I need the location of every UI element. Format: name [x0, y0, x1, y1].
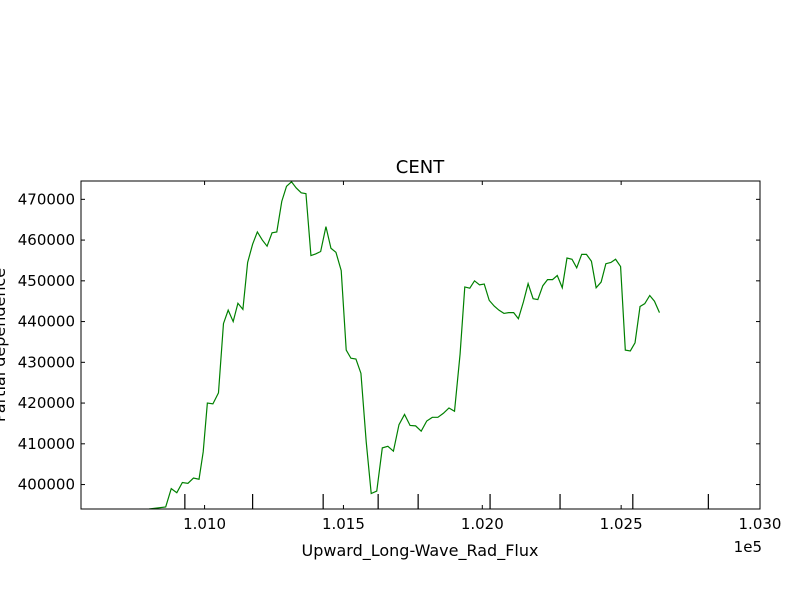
- x-tick-label-2: 1.020: [461, 515, 504, 533]
- y-tick-label-1: 410000: [18, 435, 75, 453]
- x-tick-label-0: 1.010: [183, 515, 226, 533]
- y-axis-label: Partial dependence: [0, 268, 9, 422]
- series-line-0: [148, 181, 661, 509]
- deciles-layer: [184, 494, 709, 509]
- chart-title: CENT: [396, 157, 445, 178]
- y-tick-label-2: 420000: [18, 394, 75, 412]
- ticks-layer: 1.010 1.015 1.020 1.025 1.030 400000 410000 420…: [18, 181, 782, 533]
- y-tick-label-3: 430000: [18, 353, 75, 371]
- series-layer: [148, 181, 661, 509]
- y-tick-label-6: 460000: [18, 231, 75, 249]
- y-tick-label-5: 450000: [18, 272, 75, 290]
- y-tick-label-4: 440000: [18, 313, 75, 331]
- x-tick-label-3: 1.025: [600, 515, 643, 533]
- x-tick-label-4: 1.030: [739, 515, 782, 533]
- x-tick-label-1: 1.015: [322, 515, 365, 533]
- x-offset-text: 1e5: [734, 538, 762, 556]
- plot-frame: [80, 180, 761, 510]
- y-tick-label-7: 470000: [18, 190, 75, 208]
- y-tick-label-0: 400000: [18, 476, 75, 494]
- x-axis-label: Upward_Long-Wave_Rad_Flux: [302, 541, 539, 561]
